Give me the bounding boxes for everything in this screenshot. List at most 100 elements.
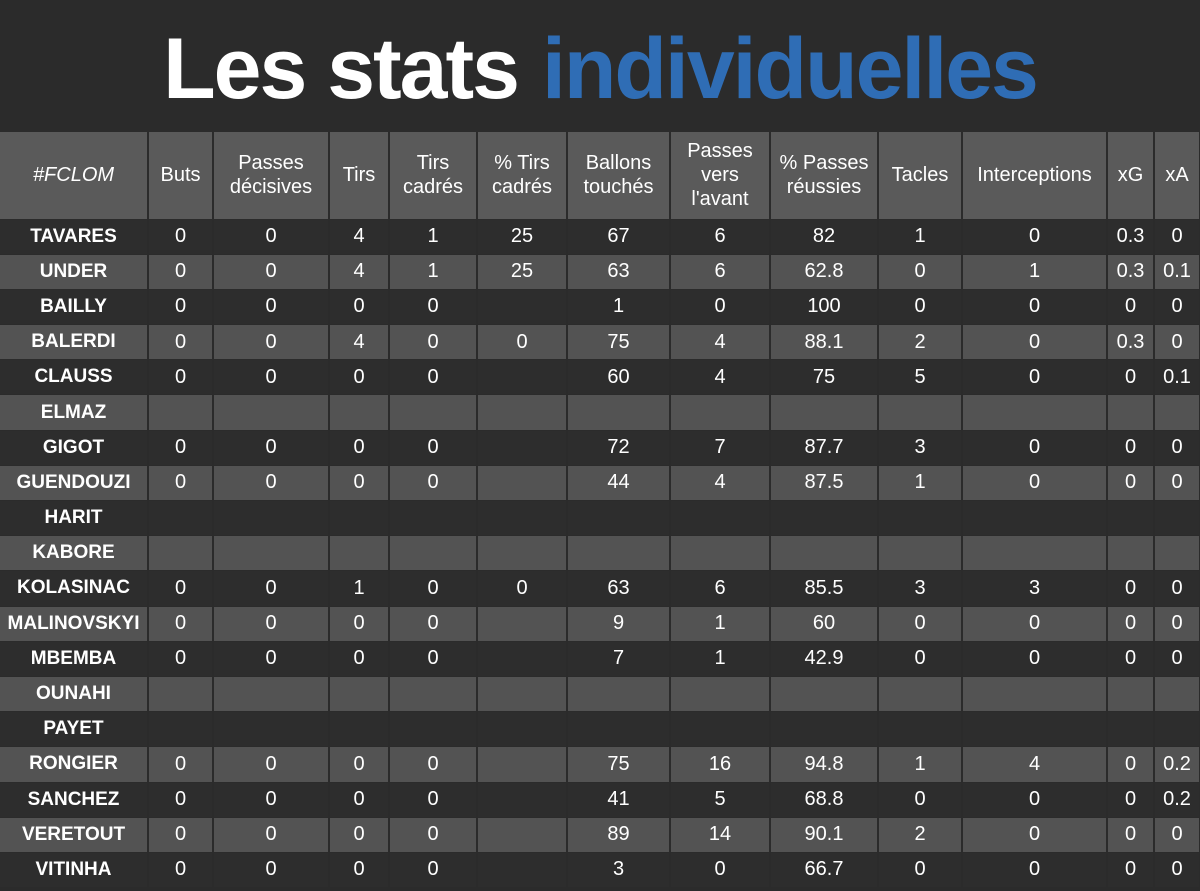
stat-cell: 0	[878, 782, 963, 818]
stat-cell: 1	[329, 570, 390, 607]
stat-cell	[213, 500, 330, 537]
header-row: #FCLOM Buts Passes décisives Tirs Tirs c…	[0, 132, 1200, 220]
stat-cell: 0	[148, 219, 214, 255]
stat-cell: 0	[878, 641, 963, 677]
player-name-cell: BAILLY	[0, 289, 149, 326]
column-header: Interceptions	[962, 132, 1108, 220]
stat-cell: 0	[148, 359, 214, 396]
page-title: Les stats individuelles	[0, 0, 1200, 132]
stat-cell	[1154, 394, 1200, 431]
stat-cell	[567, 394, 671, 431]
stat-cell: 0	[389, 782, 478, 818]
stat-cell: 72	[567, 430, 671, 466]
player-name-cell: SANCHEZ	[0, 782, 149, 818]
stat-cell: 5	[670, 782, 771, 818]
stat-cell: 0	[477, 570, 568, 607]
stat-cell: 63	[567, 254, 671, 290]
stat-cell	[1107, 394, 1155, 431]
stat-cell: 0	[389, 289, 478, 326]
stat-cell	[389, 500, 478, 537]
stat-cell	[329, 394, 390, 431]
stat-cell: 0	[148, 289, 214, 326]
stat-cell	[962, 535, 1108, 572]
table-row: MBEMBA 0 0 0 0 7 1 42.9 0 0 0 0	[0, 641, 1200, 677]
stat-cell	[1107, 676, 1155, 713]
stat-cell	[770, 394, 879, 431]
column-header: Tirs	[329, 132, 390, 220]
stat-cell	[477, 394, 568, 431]
stat-cell: 0	[962, 324, 1108, 361]
stat-cell: 6	[670, 254, 771, 290]
stat-cell	[477, 430, 568, 466]
stat-cell: 0	[670, 289, 771, 326]
stat-cell: 4	[329, 254, 390, 290]
stat-cell: 2	[878, 817, 963, 853]
stat-cell: 62.8	[770, 254, 879, 290]
stat-cell: 0	[878, 852, 963, 889]
table-row: RONGIER 0 0 0 0 75 16 94.8 1 4 0 0.2	[0, 746, 1200, 783]
stat-cell: 85.5	[770, 570, 879, 607]
stat-cell: 0	[148, 641, 214, 677]
stat-cell	[670, 676, 771, 713]
stat-cell: 0	[389, 570, 478, 607]
stat-cell: 0	[213, 219, 330, 255]
column-header: xG	[1107, 132, 1155, 220]
stat-cell	[389, 394, 478, 431]
stat-cell: 0	[148, 324, 214, 361]
stat-cell: 0.2	[1154, 782, 1200, 818]
stat-cell: 1	[878, 746, 963, 783]
stat-cell: 0	[329, 641, 390, 677]
stat-cell	[567, 676, 671, 713]
stat-cell: 0	[329, 465, 390, 502]
table-row: MALINOVSKYI 0 0 0 0 9 1 60 0 0 0 0	[0, 606, 1200, 642]
stat-cell: 0	[962, 359, 1108, 396]
stat-cell: 3	[567, 852, 671, 889]
stat-cell: 60	[770, 606, 879, 642]
stat-cell: 0	[389, 852, 478, 889]
stat-cell: 0	[148, 465, 214, 502]
stat-cell	[213, 535, 330, 572]
stat-cell: 100	[770, 289, 879, 326]
stat-cell	[770, 711, 879, 748]
stat-cell	[878, 711, 963, 748]
stat-cell: 0	[148, 852, 214, 889]
stat-cell	[770, 500, 879, 537]
player-name-cell: RONGIER	[0, 746, 149, 783]
stat-cell: 4	[670, 359, 771, 396]
player-name-cell: HARIT	[0, 500, 149, 537]
stat-cell	[148, 394, 214, 431]
stat-cell	[477, 676, 568, 713]
stat-cell	[878, 676, 963, 713]
stat-cell: 1	[670, 606, 771, 642]
stat-cell: 0	[213, 817, 330, 853]
stat-cell	[477, 359, 568, 396]
stat-cell: 1	[567, 289, 671, 326]
stat-cell: 1	[389, 219, 478, 255]
stat-cell: 0	[1154, 570, 1200, 607]
stat-cell: 41	[567, 782, 671, 818]
stat-cell	[329, 535, 390, 572]
stat-cell: 0	[148, 254, 214, 290]
stat-cell: 0	[389, 324, 478, 361]
stat-cell: 0	[213, 746, 330, 783]
stat-cell: 1	[670, 641, 771, 677]
stat-cell	[878, 500, 963, 537]
table-row: GIGOT 0 0 0 0 72 7 87.7 3 0 0 0	[0, 430, 1200, 466]
stat-cell: 0	[329, 606, 390, 642]
table-row: VERETOUT 0 0 0 0 89 14 90.1 2 0 0 0	[0, 817, 1200, 853]
stat-cell	[1154, 535, 1200, 572]
table-row: PAYET	[0, 711, 1200, 748]
stat-cell: 0	[1107, 746, 1155, 783]
player-name-cell: MALINOVSKYI	[0, 606, 149, 642]
stat-cell: 0	[1107, 641, 1155, 677]
stat-cell: 0	[962, 219, 1108, 255]
stat-cell	[213, 711, 330, 748]
stat-cell: 0	[878, 289, 963, 326]
player-name-cell: OUNAHI	[0, 676, 149, 713]
stat-cell: 0	[389, 359, 478, 396]
table-row: HARIT	[0, 500, 1200, 537]
stat-cell: 7	[670, 430, 771, 466]
stat-cell	[770, 535, 879, 572]
stat-cell	[477, 711, 568, 748]
stat-cell: 66.7	[770, 852, 879, 889]
